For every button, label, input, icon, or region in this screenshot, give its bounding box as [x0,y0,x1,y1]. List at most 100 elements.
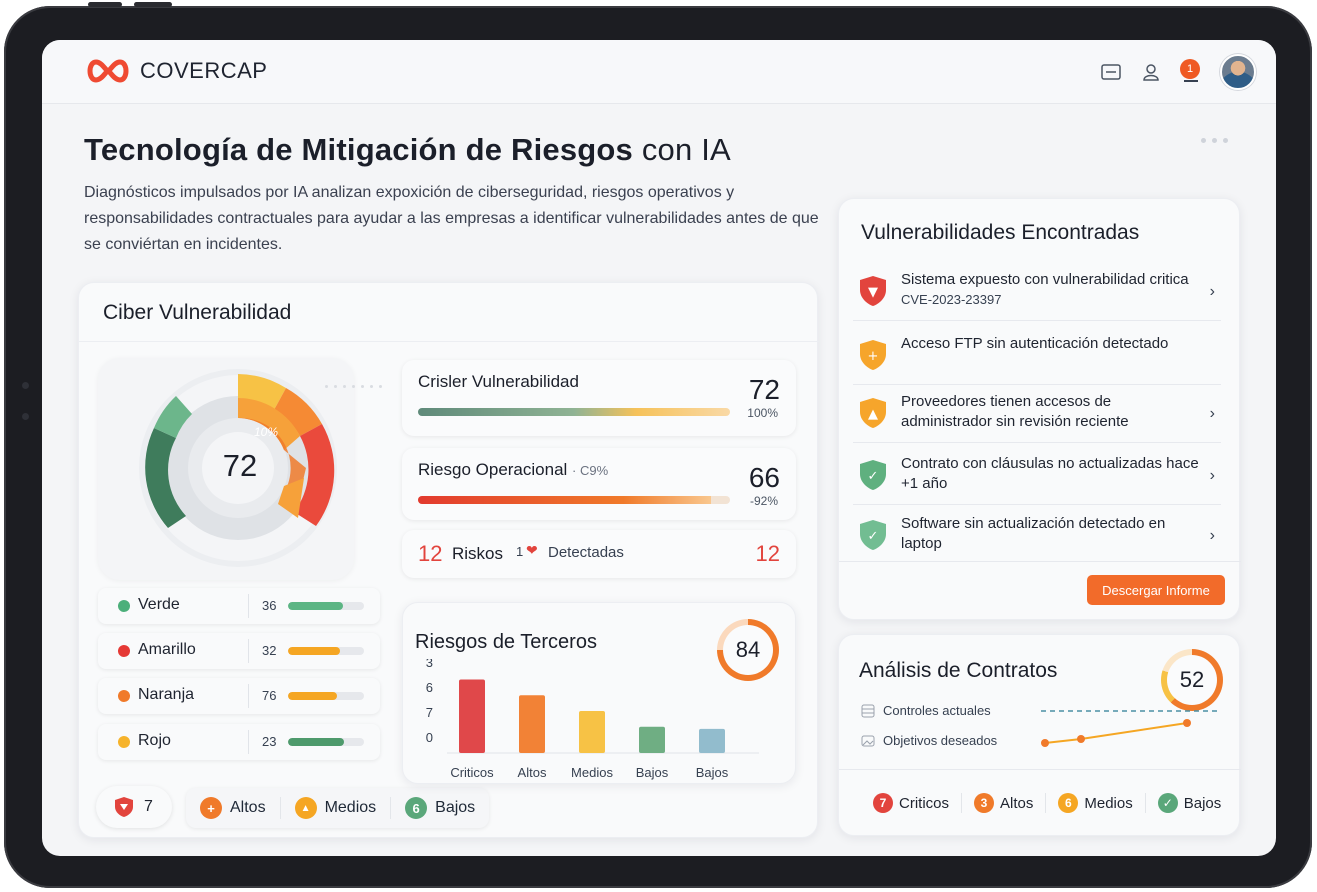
vulnerability-item[interactable]: ▼ Sistema expuesto con vulnerabilidad cri… [853,261,1221,321]
legend-label: Controles actuales [883,703,991,718]
chip-label: Bajos [1183,794,1222,812]
carousel-dots[interactable] [1201,138,1228,143]
legend-dot [118,690,130,702]
metric-crisler-vulnerability[interactable]: Crisler Vulnerabilidad 72 100% [402,360,796,436]
plus-icon: + [200,797,222,819]
risk-total: 12 [755,541,780,566]
image-icon [861,735,875,746]
vulnerability-text: Software sin actualización detectado en … [901,515,1166,552]
cve-code: CVE-2023-23397 [901,292,1002,307]
legend-row-naranja[interactable]: Naranja 76 [98,678,380,714]
shield-icon: ✓ [860,460,886,490]
bar-criticos[interactable] [459,679,485,754]
contract-chip[interactable]: 6 Medios [1046,793,1146,813]
vulnerability-item[interactable]: ▲ Proveedores tienen accesos de administr… [853,383,1221,443]
x-tick-label: Medios [571,765,613,780]
risk-mid: 1 [516,544,524,559]
x-tick-label: Altos [518,765,547,780]
vulnerability-item[interactable]: ✓ Contrato con cláusulas no actualizadas … [853,445,1221,505]
shield-icon: ✓ [860,520,886,550]
bar-bajos[interactable] [639,726,665,753]
title-bold: Tecnología de Mitigación de Riesgos [84,132,634,167]
contracts-score: 52 [1167,655,1217,705]
critical-count: 7 [144,798,153,815]
notifications-button[interactable]: 1 [1180,59,1202,83]
chip-bajos[interactable]: 6 Bajos [391,797,475,819]
y-tick-label: 0 [426,730,433,745]
chip-medios[interactable]: ▲ Medios [281,797,392,819]
legend-value: 36 [262,598,277,613]
svg-text:✓: ✓ [868,469,879,484]
chip-label: Bajos [435,799,476,816]
third-party-bar-chart: 3 6 7 0 Criticos Altos Medios Bajos Bajos [426,659,759,780]
legend-bar [288,738,364,746]
contract-severity-chips: 7 Criticos 3 Altos 6 Medios ✓ Bajos [873,793,1233,813]
download-report-button[interactable]: Descergar Informe [1087,575,1225,605]
legend-label: Amarillo [138,641,196,658]
contract-chip[interactable]: 3 Altos [962,793,1047,813]
metric-operational-risk[interactable]: Riesgo Operacional · C9% 66 -92% [402,448,796,520]
y-tick-label: 7 [426,705,433,720]
vulnerability-gauge [139,369,337,567]
chevron-right-icon[interactable]: › [1209,467,1215,484]
top-bar: COVERCAP 1 [42,40,1276,104]
contract-chip[interactable]: 7 Criticos [873,793,963,813]
contracts-panel: Análisis de Contratos 52 Controles actua… [838,634,1241,836]
heart-icon: ❤ [526,542,538,558]
chevron-right-icon[interactable]: › [1209,527,1215,544]
contracts-title: Análisis de Contratos [859,659,1058,682]
legend-bar [288,692,364,700]
contracts-line-chart [1041,710,1219,747]
chevron-right-icon[interactable]: › [1209,283,1215,300]
device-sensor [22,413,29,420]
vulnerability-item[interactable]: ✓ Software sin actualización detectado en… [853,505,1221,565]
chip-altos[interactable]: + Altos [200,797,281,819]
y-tick-label: 6 [426,680,433,695]
page-description: Diagnósticos impulsados por IA analizan … [84,184,819,253]
bar-altos[interactable] [519,695,545,753]
table-icon [861,704,875,717]
metric-bar-fill [418,496,712,504]
metric-label: Riesgo Operacional · C9% [418,460,609,479]
shield-icon: ▼ [860,276,886,306]
vulnerability-text: Proveedores tienen accesos de administra… [901,393,1129,430]
contract-chip[interactable]: ✓ Bajos [1146,793,1234,813]
user-icon[interactable] [1140,61,1162,83]
metric-value: 66 [748,462,780,493]
metric-bar [418,408,730,416]
messages-icon[interactable] [1100,61,1122,83]
legend-dot [118,736,130,748]
shield-icon [115,797,133,817]
device-sensor [22,382,29,389]
x-tick-label: Bajos [696,765,729,780]
legend-row-verde[interactable]: Verde 36 [98,588,380,624]
metric-tag: · C9% [572,463,609,478]
legend-desired-goals: Objetivos deseados [861,733,997,748]
legend-row-amarillo[interactable]: Amarillo 32 [98,633,380,669]
legend-value: 23 [262,734,277,749]
bar-bajos[interactable] [699,728,725,753]
legend-row-rojo[interactable]: Rojo 23 [98,724,380,760]
legend-dot [118,600,130,612]
vulnerability-item[interactable]: + Acceso FTP sin autenticación detectado [853,325,1221,385]
legend-value: 76 [262,688,277,703]
critical-count-chip[interactable]: 7 [96,786,172,828]
bar-medios[interactable] [579,711,605,753]
notification-badge: 1 [1180,59,1200,79]
avatar[interactable] [1220,54,1256,90]
metric-label: Crisler Vulnerabilidad [418,372,579,391]
chevron-right-icon[interactable]: › [1209,405,1215,422]
brand-logo[interactable]: COVERCAP [84,56,267,86]
third-party-risk-card: Riesgos de Terceros 84 3 6 7 0 Criticos Altos… [402,602,796,784]
risk-count: 12 [418,541,443,566]
risks-detected-card[interactable]: 12 Riskos 1 ❤ Detectadas 12 [402,530,796,578]
bell-icon [1184,80,1198,82]
legend-label: Rojo [138,732,171,749]
svg-text:✓: ✓ [868,529,879,544]
legend-dot [118,645,130,657]
brand-name: COVERCAP [140,58,268,83]
warning-icon: ▲ [294,797,317,819]
svg-text:▼: ▼ [868,285,878,300]
severity-number-icon: ✓ [1157,793,1178,813]
severity-chips: + Altos ▲ Medios 6 Bajos [186,788,490,828]
